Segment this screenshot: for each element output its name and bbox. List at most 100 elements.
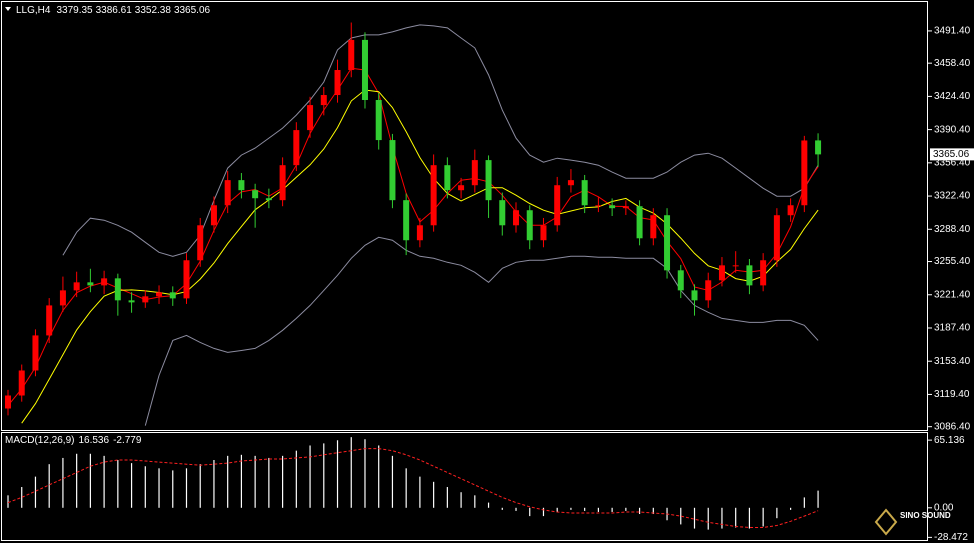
candle-body (746, 265, 753, 286)
candle-body (815, 140, 822, 155)
macd-header-value: MACD(12,26,9) (5, 435, 74, 446)
candle-body (389, 140, 396, 201)
indicator-line (21, 89, 819, 424)
candle-body (279, 165, 286, 201)
candle-body (430, 165, 437, 226)
candle-body (581, 180, 588, 206)
candle-body (101, 278, 108, 286)
candle-body (5, 395, 11, 409)
candle-body (169, 292, 176, 299)
candle-body (238, 180, 245, 191)
candle-body (59, 290, 66, 306)
candle-body (293, 130, 300, 166)
y-tick-label: 3221.40 (934, 289, 971, 300)
candle-body (375, 100, 382, 141)
candle-body (265, 198, 272, 201)
y-tick-label: 3356.40 (934, 157, 971, 168)
logo: SINO SOUND (874, 508, 951, 536)
logo-text: SINO SOUND (900, 511, 951, 520)
y-tick-label: 3322.40 (934, 191, 971, 202)
indicator-line (144, 236, 819, 426)
candle-body (787, 205, 794, 216)
y-tick-label: 65.136 (934, 435, 965, 446)
candle-body (513, 210, 520, 226)
y-tick-label: 3491.40 (934, 26, 971, 37)
y-tick-label: 3424.40 (934, 91, 971, 102)
candle-body (361, 39, 368, 101)
candle-body (760, 260, 767, 286)
candle-body (732, 265, 739, 267)
main-panel-frame (1, 1, 928, 431)
candle-body (307, 105, 314, 131)
candle-body (128, 300, 135, 303)
logo-icon (874, 508, 898, 536)
candle-body (471, 160, 478, 186)
y-tick-label: 3153.40 (934, 356, 971, 367)
chart-header: LLG,H4 3379.35 3386.61 3352.38 3365.06 (16, 5, 211, 16)
candle-body (636, 206, 643, 239)
candle-body (526, 210, 533, 241)
candle-body (87, 282, 94, 286)
header-value: LLG,H4 (16, 5, 51, 16)
y-tick-label: 3187.40 (934, 323, 971, 334)
macd-header: MACD(12,26,9) 16.536 -2.779 (5, 435, 142, 446)
price-tag-label: 3365.06 (933, 149, 970, 160)
candle-body (773, 215, 780, 261)
y-tick-label: 3119.40 (934, 389, 970, 400)
candle-body (224, 180, 231, 206)
candle-body (334, 70, 341, 96)
candle-body (416, 225, 423, 241)
candle-body (664, 215, 671, 271)
candle-body (444, 165, 451, 191)
candle-body (554, 185, 561, 226)
macd-plot (7, 437, 819, 530)
candle-body (540, 225, 547, 241)
y-tick-label: -28.472 (934, 532, 968, 543)
candle-body (320, 95, 327, 106)
candle-body (595, 205, 602, 207)
candle-body (485, 160, 492, 201)
macd-panel-frame (1, 432, 928, 541)
candle-body (609, 205, 616, 209)
indicator-line (62, 24, 819, 257)
candle-body (718, 265, 725, 281)
axes: 3491.40 3458.40 3424.40 3390.40 3356.40 3322.… (928, 26, 974, 543)
header-value: 3352.38 (135, 5, 172, 16)
candle-body (567, 180, 574, 186)
macd-header-value: -2.779 (113, 435, 142, 446)
price-tag (930, 148, 974, 161)
candle-body (114, 278, 121, 301)
main-plot (5, 22, 822, 426)
candle-body (183, 260, 190, 299)
candle-body (46, 305, 53, 336)
candle-body (705, 280, 712, 301)
y-tick-label: 3086.40 (934, 421, 971, 432)
header-value: 3386.61 (96, 5, 133, 16)
candle-body (650, 215, 657, 239)
candle-body (32, 335, 39, 371)
y-tick-label: 3255.40 (934, 256, 971, 267)
y-tick-label: 3458.40 (934, 58, 971, 69)
candle-body (458, 185, 465, 191)
candle-body (252, 190, 259, 199)
candle-body (499, 200, 506, 226)
candle-body (348, 39, 355, 71)
candle-body (801, 140, 808, 206)
y-tick-label: 0.00 (934, 502, 954, 513)
candle-body (18, 370, 25, 396)
header-marker (5, 7, 11, 11)
candle-body (73, 282, 80, 291)
y-tick-label: 3288.40 (934, 224, 971, 235)
candle-body (142, 296, 149, 303)
y-tick-label: 3390.40 (934, 124, 971, 135)
header-value: 3379.35 (56, 5, 93, 16)
header-value: 3365.06 (174, 5, 211, 16)
candle-body (156, 292, 163, 297)
candle-body (691, 290, 698, 301)
macd-header-value: 16.536 (78, 435, 109, 446)
candle-body (622, 206, 629, 209)
candle-body (677, 270, 684, 291)
